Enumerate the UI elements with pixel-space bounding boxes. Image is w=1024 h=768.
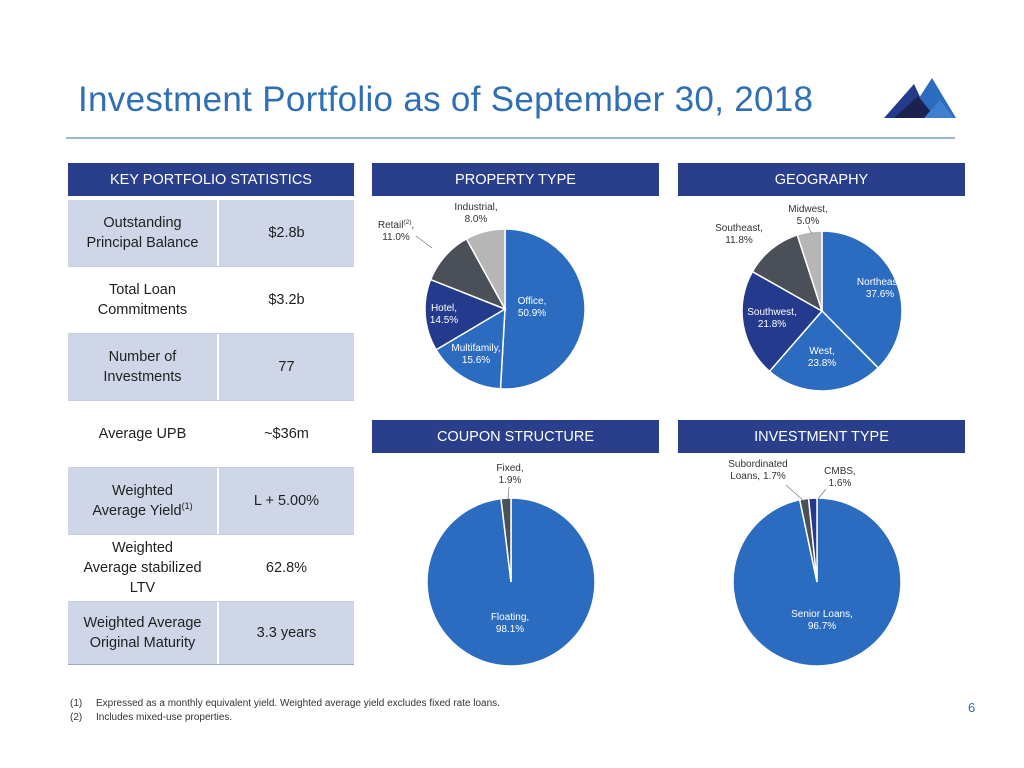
stat-label-line: Weighted Average [83,615,202,631]
title-divider [66,137,955,139]
footnotes: (1) Expressed as a monthly equivalent yi… [70,697,500,725]
stat-label: Number of Investments [68,334,217,400]
slice-label: Hotel, 14.5% [430,303,458,326]
stat-value: ~$36m [216,401,354,467]
stat-label-line: Principal Balance [86,235,199,251]
stat-label: Outstanding Principal Balance [68,200,217,266]
stats-header: KEY PORTFOLIO STATISTICS [68,163,354,196]
stat-row-average-upb: Average UPB ~$36m [68,401,354,467]
stat-row-ltv: Weighted Average stabilized LTV 62.8% [68,535,354,601]
stat-value: $2.8b [216,200,354,266]
footnote-ref: (1) [181,501,193,512]
stat-label-line: Average stabilized [83,560,202,576]
stat-value: $3.2b [216,267,354,333]
pie-slice-southwest [741,270,824,373]
stat-row-maturity: Weighted Average Original Maturity 3.3 ye… [68,602,354,664]
pie-slice-hotel [424,278,507,351]
slice-label: Northeast, 37.6% [857,277,903,300]
stat-value: 62.8% [216,535,354,601]
stat-row-outstanding: Outstanding Principal Balance $2.8b [68,200,354,266]
leader-line [507,486,510,500]
stat-label-line: Outstanding [103,215,182,231]
footnote-text: Expressed as a monthly equivalent yield.… [96,698,500,709]
leader-line [785,484,805,502]
pie-slice-cmbs [807,497,818,583]
geography-header: GEOGRAPHY [678,163,965,196]
pie-slice-fixed [500,497,512,583]
slice-label: Multifamily, 15.6% [451,343,500,366]
footnote-number: (1) [70,698,83,709]
footnote: (1) Expressed as a monthly equivalent yi… [70,697,500,711]
stat-label-line: Weighted [111,540,173,556]
row-divider [68,534,354,535]
stat-label: Weighted Average stabilized LTV [68,535,217,601]
slice-label: West, 23.8% [808,346,836,369]
stat-label-line: Number of [108,349,177,365]
slice-label: Office, 50.9% [518,296,547,319]
stat-label-line: Commitments [97,302,188,318]
property-type-header: PROPERTY TYPE [372,163,659,196]
stat-value: L + 5.00% [216,468,354,534]
stat-label-line: Total Loan [109,282,176,298]
stat-label-line: Original Maturity [89,635,196,651]
stat-value: 77 [216,334,354,400]
pie-slice-office [499,228,586,390]
pie-slice-west [768,309,880,392]
coupon-structure-header: COUPON STRUCTURE [372,420,659,453]
page-number: 6 [968,700,976,715]
stat-label-line: Weighted [111,483,173,499]
leader-line [807,225,813,235]
slice-label: Floating, 98.1% [491,612,529,635]
leader-line [415,235,433,249]
stat-row-investments: Number of Investments 77 [68,334,354,400]
pie-slice-midwest [796,230,823,312]
slice-label: Fixed, 1.9% [496,463,523,486]
geography-pie-chart: Northeast, 37.6% West, 23.8% Southwest, 21.8%… [715,204,903,392]
investment-type-header: INVESTMENT TYPE [678,420,965,453]
row-divider [68,266,354,267]
slice-label: Midwest, 5.0% [788,204,827,227]
footnote: (2) Includes mixed-use properties. [70,711,500,725]
stat-label: Weighted Average Yield(1) [68,468,217,534]
stat-label-line: Average Yield [92,503,182,519]
slice-label: Retail(2), 11.0% [378,219,414,243]
stat-label-line: Investments [103,369,182,385]
stat-label: Total Loan Commitments [68,267,217,333]
leader-line [817,488,827,500]
footnote-text: Includes mixed-use properties. [96,712,233,723]
page-title: Investment Portfolio as of September 30,… [78,80,814,119]
investment-type-pie-chart: Senior Loans, 96.7% Subordinated Loans, 1.7… [728,459,902,667]
slice-label: Southeast, 11.8% [715,223,763,246]
stat-label: Average UPB [68,401,217,467]
stat-label-line: LTV [129,580,156,596]
stat-label: Weighted Average Original Maturity [68,602,217,664]
row-divider [68,601,354,602]
slice-label: CMBS, 1.6% [824,466,856,489]
pie-slice-northeast [821,230,903,369]
slice-label: Industrial, 8.0% [454,202,497,225]
pie-slice-industrial [465,228,506,310]
coupon-structure-pie-chart: Floating, 98.1% Fixed, 1.9% [426,463,596,667]
footnote-number: (2) [70,712,83,723]
slice-label: Senior Loans, 96.7% [791,609,853,632]
stat-row-commitments: Total Loan Commitments $3.2b [68,267,354,333]
stat-row-yield: Weighted Average Yield(1) L + 5.00% [68,468,354,534]
mountain-logo-icon [884,78,956,118]
row-divider [68,467,354,468]
property-type-pie-chart: Office, 50.9% Multifamily, 15.6% Hotel, 14.5%… [378,202,586,390]
pie-slice-multifamily [435,307,506,390]
stats-bottom-rule [68,664,354,665]
stat-value: 3.3 years [216,602,354,664]
row-divider [68,400,354,401]
row-divider [68,333,354,334]
slice-label: Subordinated Loans, 1.7% [728,459,788,482]
slice-label: Southwest, 21.8% [747,307,796,330]
stat-label-line: Average UPB [98,426,187,442]
